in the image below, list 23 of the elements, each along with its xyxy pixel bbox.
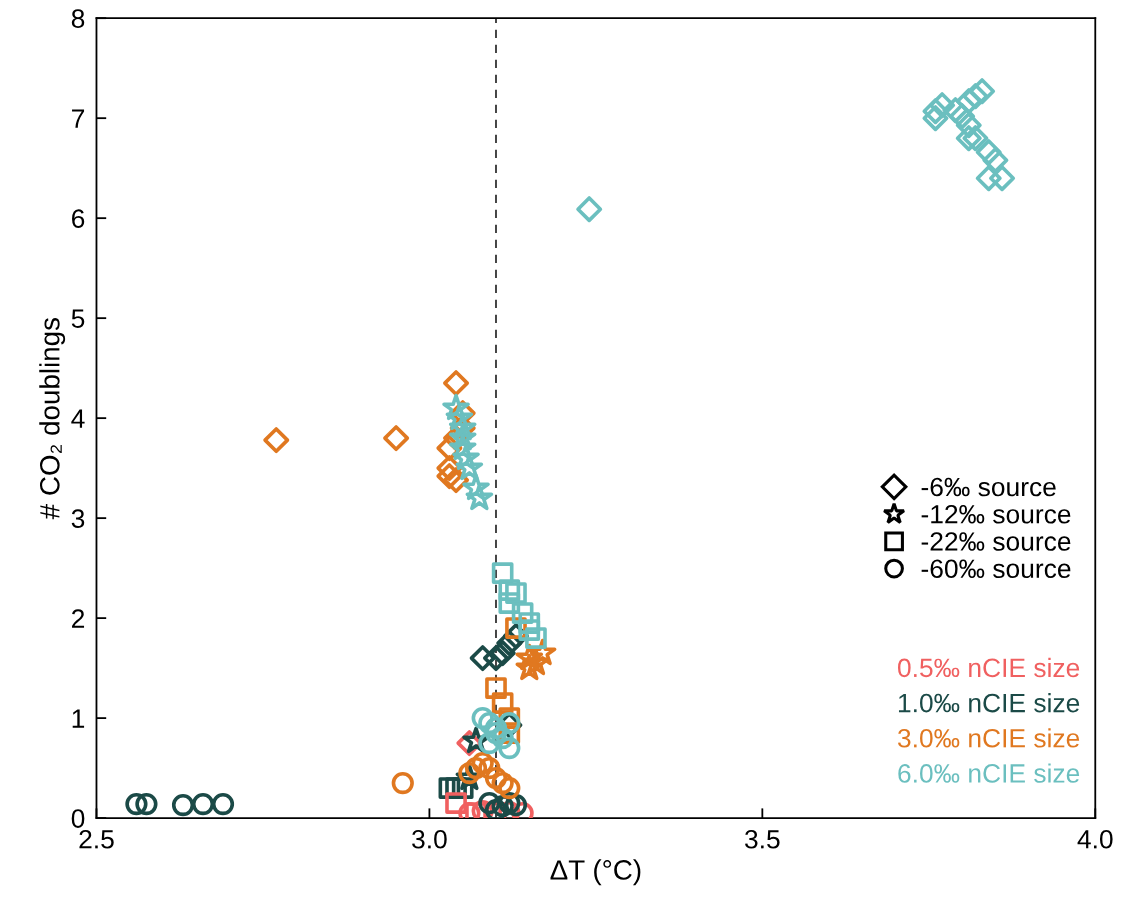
- y-tick-label: 0: [71, 809, 85, 828]
- annotation: 3.0‰ nCIE size: [897, 728, 1080, 748]
- x-tick-label: 4.0: [1077, 829, 1113, 849]
- x-axis-title: ΔT (°C): [550, 859, 641, 886]
- y-tick-label: 2: [72, 609, 85, 628]
- y-tick-label: 8: [71, 9, 85, 28]
- annotation: -12‰ source: [921, 504, 1071, 524]
- y-tick-label: 6: [72, 209, 85, 228]
- y-axis-title: # CO₂ doublings: [39, 318, 66, 520]
- x-tick-label: 3.5: [745, 829, 780, 849]
- x-tick-label: 2.5: [79, 829, 114, 849]
- annotation: -60‰ source: [921, 559, 1071, 579]
- y-tick-label: 3: [71, 509, 85, 528]
- annotation: 6.0‰ nCIE size: [898, 763, 1080, 783]
- annotation: -6‰ source: [921, 477, 1056, 497]
- x-tick-label: 3.0: [412, 829, 447, 849]
- y-tick-label: 7: [72, 109, 85, 128]
- y-tick-label: 5: [71, 309, 85, 328]
- annotation: -22‰ source: [921, 532, 1071, 551]
- annotation: 1.0‰ nCIE size: [898, 693, 1080, 713]
- y-tick-label: 4: [71, 409, 85, 428]
- annotation: 0.5‰ nCIE size: [898, 657, 1080, 678]
- y-tick-label: 1: [72, 709, 85, 728]
